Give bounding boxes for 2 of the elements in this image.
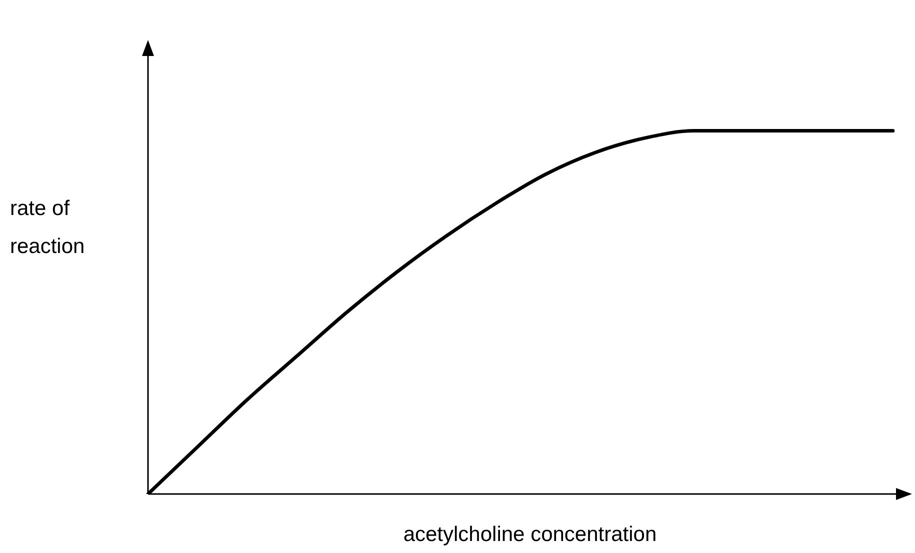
y-axis-title: rate of reaction — [10, 196, 85, 260]
x-axis-title: acetylcholine concentration — [402, 523, 658, 547]
